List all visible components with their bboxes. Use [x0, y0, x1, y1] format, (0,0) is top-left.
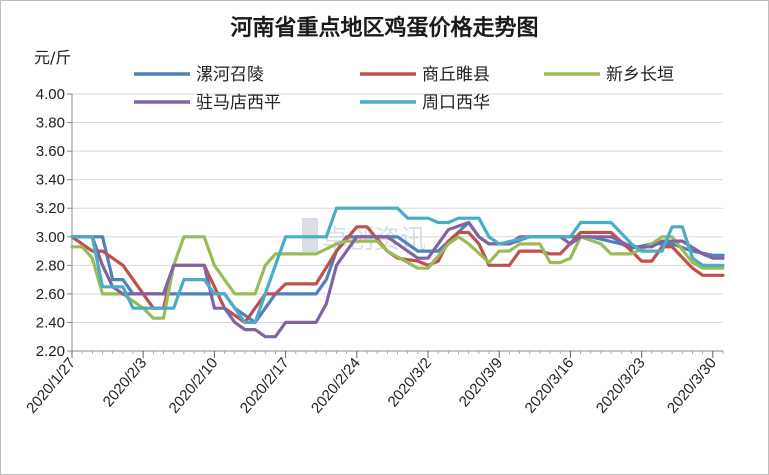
- x-tick-label: 2020/2/3: [100, 355, 151, 411]
- chart-title: 河南省重点地区鸡蛋价格走势图: [230, 16, 539, 41]
- x-axis-ticks: 2020/1/27 2020/2/3 2020/2/10 2020/2/17 2020/…: [23, 351, 724, 417]
- y-tick-label: 2.80: [36, 257, 65, 274]
- y-tick-label: 3.60: [36, 143, 65, 160]
- legend-label: 驻马店西平: [196, 93, 281, 113]
- series-line: [70, 220, 725, 339]
- x-tick-label: 2020/3/23: [593, 355, 649, 417]
- y-tick-label: 3.00: [36, 229, 65, 246]
- x-tick-label: 2020/1/27: [23, 355, 79, 417]
- y-tick-label: 2.60: [36, 286, 65, 303]
- y-tick-label: 3.40: [36, 172, 65, 189]
- y-tick-label: 3.80: [36, 115, 65, 132]
- x-tick-label: 2020/2/10: [166, 355, 222, 417]
- series-line: [70, 235, 725, 320]
- y-tick-label: 3.20: [36, 200, 65, 217]
- legend-label: 新乡长垣: [606, 65, 674, 85]
- x-tick-label: 2020/3/9: [456, 355, 507, 411]
- x-tick-label: 2020/2/24: [308, 355, 364, 417]
- y-tick-label: 4.00: [36, 86, 65, 103]
- legend-label: 商丘睢县: [422, 65, 490, 85]
- legend-label: 周口西华: [422, 93, 490, 113]
- x-tick-label: 2020/3/2: [385, 355, 436, 411]
- y-tick-label: 2.40: [36, 314, 65, 331]
- y-axis-unit-label: 元/斤: [34, 48, 72, 67]
- y-tick-label: 2.20: [36, 343, 65, 360]
- series-line: [70, 206, 725, 324]
- series-lines: [70, 206, 725, 339]
- grid-lines: [71, 93, 723, 352]
- x-tick-label: 2020/3/30: [664, 355, 720, 417]
- x-tick-label: 2020/3/16: [522, 355, 578, 417]
- watermark-icon: [302, 218, 318, 252]
- legend-label: 漯河召陵: [196, 65, 264, 85]
- x-tick-label: 2020/2/17: [237, 355, 293, 417]
- y-axis-ticks: 2.20 2.40 2.60 2.80 3.00 3.20 3.40 3.60 3.80 4.00: [36, 86, 72, 360]
